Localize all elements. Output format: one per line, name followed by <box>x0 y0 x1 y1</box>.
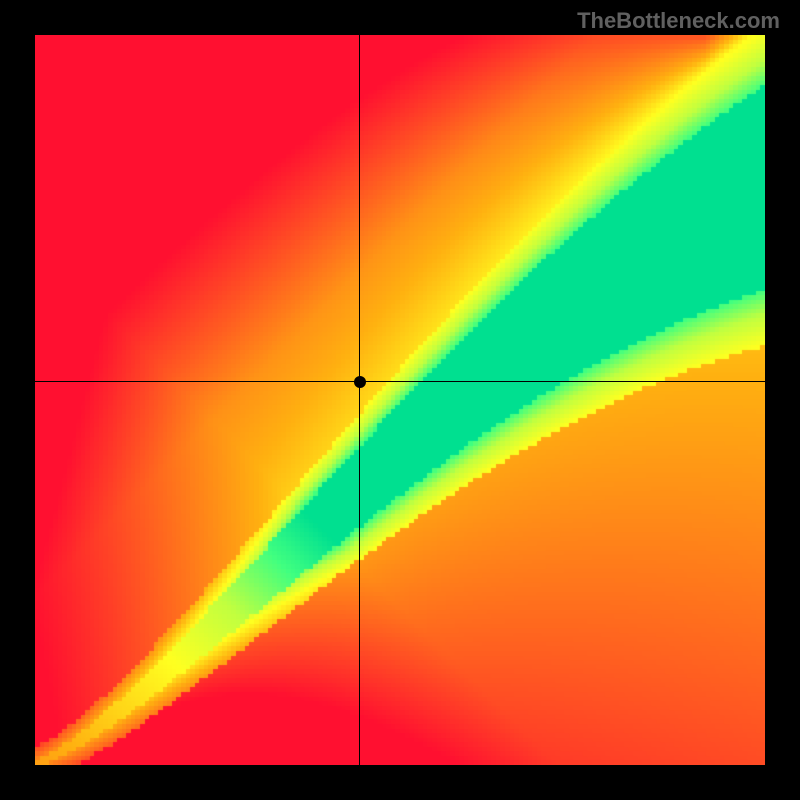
crosshair-marker-dot <box>354 376 366 388</box>
watermark-text: TheBottleneck.com <box>577 8 780 34</box>
crosshair-vertical <box>359 35 360 765</box>
bottleneck-heatmap <box>35 35 765 765</box>
crosshair-horizontal <box>35 381 765 382</box>
